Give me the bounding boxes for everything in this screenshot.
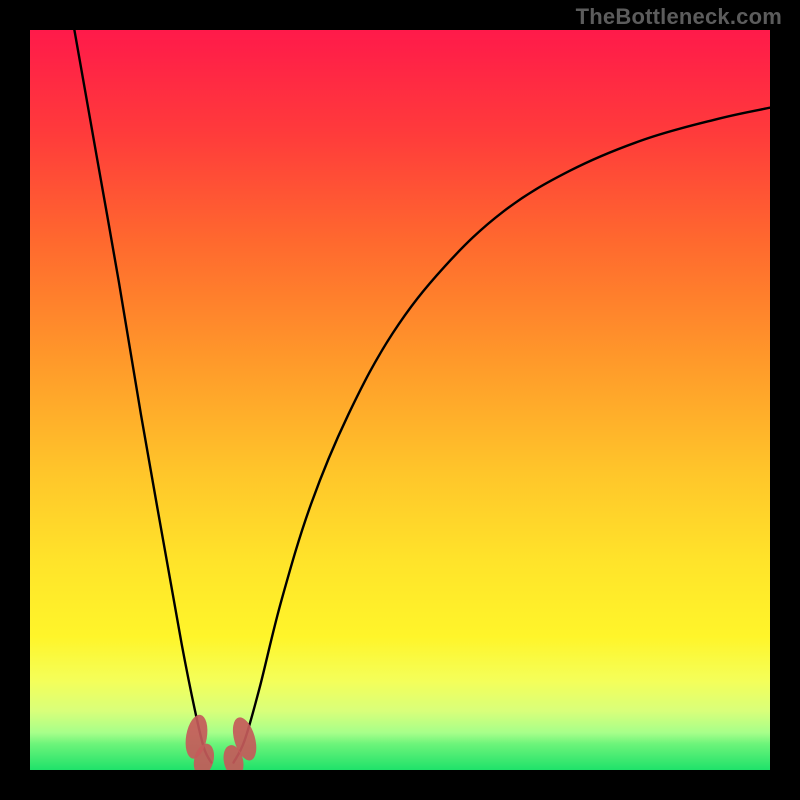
curve-right-branch	[234, 108, 771, 763]
canvas-frame: TheBottleneck.com	[0, 0, 800, 800]
curve-left-branch	[74, 30, 211, 763]
bottleneck-chart	[30, 30, 770, 770]
chart-svg	[30, 30, 770, 770]
watermark-text: TheBottleneck.com	[576, 4, 782, 30]
